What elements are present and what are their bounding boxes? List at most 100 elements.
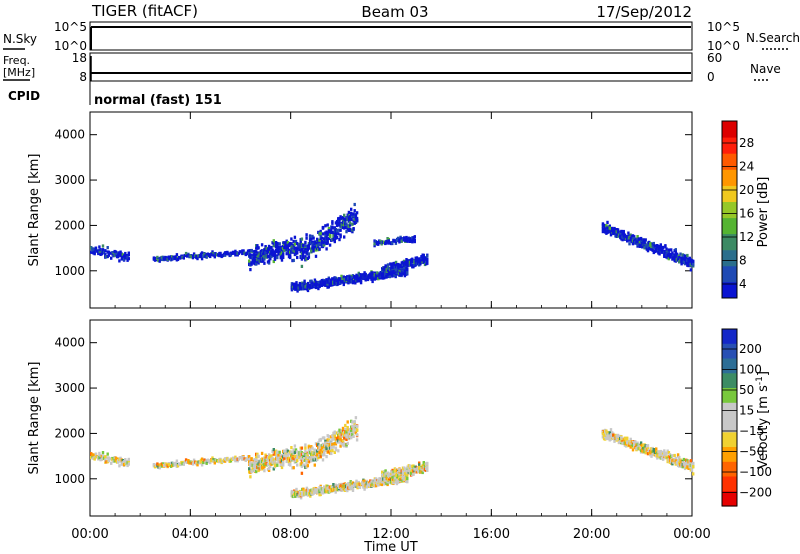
range-gate-cell <box>332 431 335 435</box>
range-gate-cell <box>399 237 402 241</box>
time-tick-label: 20:00 <box>573 527 610 542</box>
range-gate-cell <box>663 452 666 456</box>
range-gate-cell <box>641 245 644 249</box>
range-gate-cell <box>346 420 349 424</box>
range-gate-cell <box>307 252 311 256</box>
range-gate-cell <box>277 453 280 458</box>
range-gate-cell <box>303 250 306 254</box>
range-gate-cell <box>373 242 376 246</box>
range-gate-cell <box>260 251 264 255</box>
range-gate-cell <box>340 274 343 278</box>
range-gate-cell <box>351 488 355 492</box>
power-color-cell <box>722 137 737 154</box>
range-gate-cell <box>308 238 312 242</box>
range-gate-cell <box>127 253 130 257</box>
range-gate-cell <box>305 465 308 469</box>
range-gate-cell <box>670 248 673 252</box>
range-gate-cell <box>308 447 312 451</box>
range-gate-cell <box>355 479 358 483</box>
range-gate-cell <box>211 456 214 460</box>
range-gate-cell <box>98 456 101 460</box>
range-gate-cell <box>290 446 293 450</box>
range-gate-cell <box>636 235 639 239</box>
range-gate-cell <box>664 245 667 249</box>
range-gate-cell <box>263 469 266 473</box>
range-gate-cell <box>169 255 173 259</box>
range-gate-cell <box>329 283 333 287</box>
range-gate-cell <box>366 277 370 282</box>
power-color-cell <box>722 249 737 267</box>
range-gate-cell <box>412 472 415 476</box>
range-gate-cell <box>401 477 404 481</box>
range-gate-cell <box>196 257 199 261</box>
range-gate-cell <box>341 488 344 492</box>
range-gate-cell <box>606 220 609 224</box>
range-gate-cell <box>404 479 408 483</box>
range-gate-cell <box>117 460 120 464</box>
range-gate-cell <box>110 256 113 260</box>
range-gate-cell <box>287 452 291 456</box>
range-gate-cell <box>371 276 374 280</box>
range-gate-cell <box>394 260 398 264</box>
range-gate-cell <box>650 454 653 458</box>
range-gate-cell <box>156 255 159 259</box>
range-gate-cell <box>264 462 267 466</box>
range-gate-cell <box>121 459 125 463</box>
range-gate-cell <box>223 253 227 257</box>
range-gate-cell <box>359 482 363 487</box>
range-gate-cell <box>296 251 299 255</box>
range-gate-cell <box>426 260 429 264</box>
range-gate-cell <box>334 483 337 487</box>
range-gate-cell <box>337 232 340 236</box>
range-gate-cell <box>119 250 122 254</box>
range-gate-cell <box>283 248 286 252</box>
velocity-color-cell <box>722 358 737 374</box>
range-gate-cell <box>260 259 264 263</box>
range-gate-cell <box>307 246 311 250</box>
range-gate-cell <box>674 459 677 463</box>
range-gate-cell <box>419 262 422 266</box>
range-gate-cell <box>326 285 329 289</box>
range-gate-cell <box>332 238 335 242</box>
range-gate-cell <box>303 279 306 283</box>
range-gate-cell <box>303 456 306 461</box>
range-gate-cell <box>373 239 376 243</box>
range-gate-cell <box>284 242 287 246</box>
freq-tick-top: 18 <box>72 51 87 65</box>
range-gate-cell <box>387 241 390 245</box>
range-gate-cell <box>345 430 348 434</box>
range-gate-cell <box>337 449 340 453</box>
range-gate-cell <box>609 233 613 237</box>
range-gate-cell <box>674 456 677 461</box>
range-gate-cell <box>264 245 267 249</box>
range-gate-cell <box>403 266 406 270</box>
range-gate-cell <box>287 243 291 248</box>
range-gate-cell <box>280 465 284 470</box>
range-gate-cell <box>304 446 307 450</box>
range-gate-cell <box>392 480 395 485</box>
range-gate-cell <box>681 256 684 260</box>
range-gate-cell <box>278 242 281 246</box>
range-gate-cell <box>659 243 662 247</box>
velocity-plot-frame <box>89 319 693 517</box>
range-gate-cell <box>418 463 421 467</box>
range-gate-cell <box>200 257 204 261</box>
range-gate-cell <box>392 269 395 273</box>
range-gate-cell <box>114 458 118 462</box>
range-gate-cell <box>260 243 264 247</box>
range-gate-cell <box>688 260 691 264</box>
range-gate-cell <box>205 461 208 465</box>
range-gate-cell <box>344 280 348 284</box>
range-gate-cell <box>264 459 267 463</box>
range-gate-cell <box>348 215 352 219</box>
range-gate-cell <box>326 241 329 245</box>
range-gate-cell <box>326 484 329 488</box>
range-gate-cell <box>243 251 246 255</box>
velocity-tick-label: −15 <box>739 424 764 438</box>
range-gate-cell <box>639 236 643 241</box>
range-gate-cell <box>311 454 314 458</box>
range-gate-cell <box>200 457 204 461</box>
range-gate-cell <box>426 254 429 258</box>
power-tick-label: 16 <box>739 207 754 221</box>
range-gate-cell <box>323 243 326 247</box>
